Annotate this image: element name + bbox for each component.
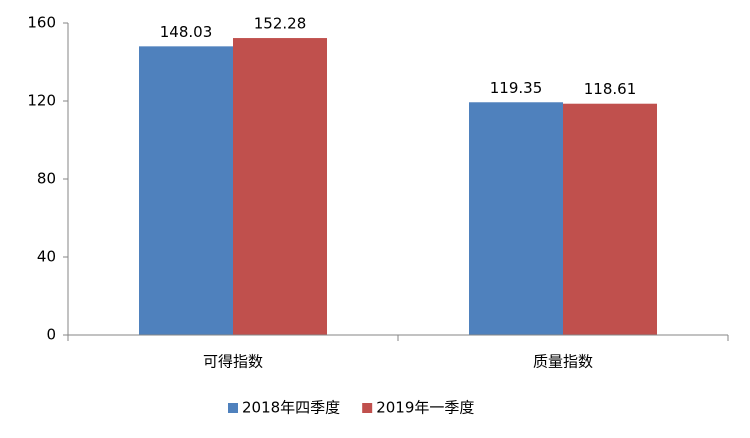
y-tick-label: 120 (27, 92, 56, 110)
legend-label: 2019年一季度 (376, 399, 474, 417)
legend-swatch (362, 403, 373, 413)
y-tick-label: 160 (27, 14, 56, 32)
y-tick-label: 0 (46, 326, 56, 344)
x-tick-label: 可得指数 (203, 353, 263, 371)
bar (563, 103, 657, 335)
y-tick-label: 40 (37, 248, 56, 266)
data-label: 148.03 (160, 23, 213, 41)
bar (233, 38, 327, 335)
y-tick-label: 80 (37, 170, 56, 188)
data-label: 118.61 (584, 80, 637, 98)
legend-swatch (228, 403, 238, 413)
x-tick-label: 质量指数 (533, 353, 593, 371)
data-label: 119.35 (490, 79, 543, 97)
bar (139, 46, 233, 336)
bar (469, 102, 563, 335)
legend-label: 2018年四季度 (242, 399, 340, 417)
data-label: 152.28 (254, 15, 307, 33)
